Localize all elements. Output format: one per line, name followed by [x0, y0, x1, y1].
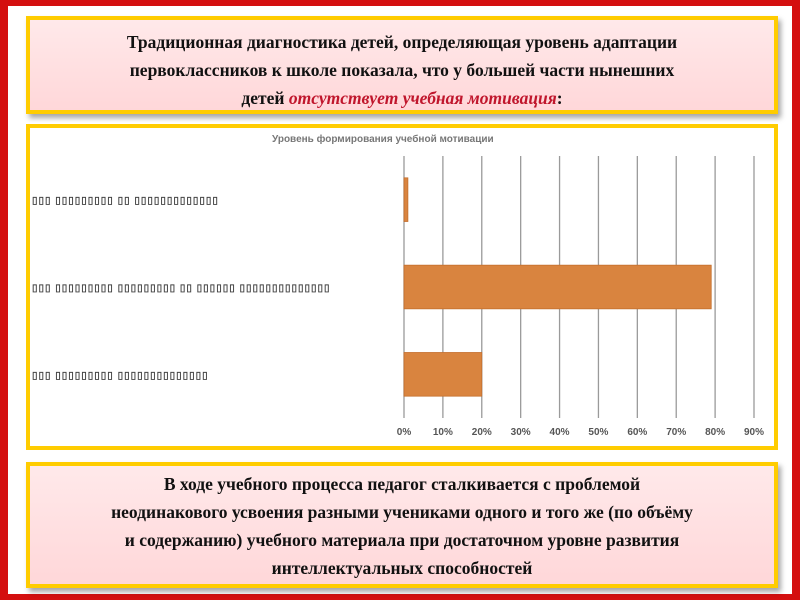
x-tick-label: 60%: [627, 427, 647, 438]
intro-line-1: Традиционная диагностика детей, определя…: [126, 32, 678, 52]
conclusion-line-3: и содержанию) учебного материала при дос…: [124, 530, 680, 550]
conclusion-line-2: неодинакового усвоения разными учениками…: [111, 502, 693, 522]
x-tick-label: 20%: [472, 427, 492, 438]
category-label: ▯▯▯ ▯▯▯▯▯▯▯▯▯ ▯▯▯▯▯▯▯▯▯▯▯▯▯▯: [32, 370, 209, 381]
slide: Традиционная диагностика детей, определя…: [8, 6, 792, 594]
chart-title: Уровень формирования учебной мотивации: [272, 133, 494, 145]
bar: [403, 177, 409, 222]
chart-frame: Уровень формирования учебной мотивации 0%…: [26, 124, 778, 450]
motivation-bar-chart: Уровень формирования учебной мотивации 0%…: [32, 133, 764, 438]
x-tick-label: 0%: [397, 427, 412, 438]
conclusion-line-4: интеллектуальных способностей: [271, 558, 533, 578]
category-label: ▯▯▯ ▯▯▯▯▯▯▯▯▯ ▯▯ ▯▯▯▯▯▯▯▯▯▯▯▯▯: [32, 196, 219, 207]
intro-line-2: первоклассников к школе показала, что у …: [129, 60, 675, 80]
intro-text-box: Традиционная диагностика детей, определя…: [26, 16, 778, 114]
x-tick-label: 50%: [588, 427, 608, 438]
intro-line-3: детей отсутствует учебная мотивация:: [44, 84, 760, 112]
bar: [403, 264, 712, 310]
conclusion-text-box: В ходе учебного процесса педагог сталкив…: [26, 462, 778, 588]
motivation-highlight: отсутствует учебная мотивация: [288, 88, 557, 108]
x-tick-label: 70%: [666, 427, 686, 438]
x-tick-label: 90%: [744, 427, 764, 438]
x-tick-label: 30%: [511, 427, 531, 438]
x-tick-label: 80%: [705, 427, 725, 438]
conclusion-line-1: В ходе учебного процесса педагог сталкив…: [163, 474, 641, 494]
intro-line-3-start: детей: [241, 88, 289, 108]
category-label: ▯▯▯ ▯▯▯▯▯▯▯▯▯ ▯▯▯▯▯▯▯▯▯ ▯▯ ▯▯▯▯▯▯ ▯▯▯▯▯▯…: [32, 283, 331, 294]
x-tick-label: 10%: [433, 427, 453, 438]
bar: [403, 352, 483, 397]
intro-line-3-end: :: [556, 88, 563, 108]
x-tick-label: 40%: [550, 427, 570, 438]
